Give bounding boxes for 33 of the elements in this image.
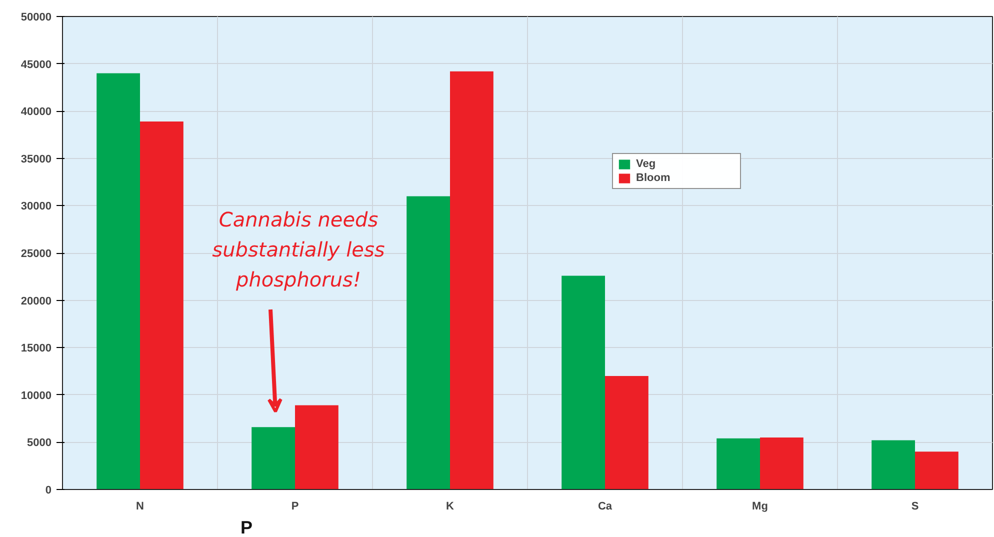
- bar: [450, 71, 494, 490]
- y-tick-label: 50000: [20, 12, 52, 24]
- y-tick-label: 0: [45, 484, 52, 496]
- bar: [915, 452, 958, 490]
- x-tick-label: N: [136, 500, 144, 512]
- bar: [96, 73, 140, 490]
- bar: [562, 276, 605, 490]
- y-tick-label: 40000: [20, 106, 52, 118]
- legend-label: Veg: [636, 158, 657, 170]
- x-tick-label: P: [291, 500, 299, 512]
- y-tick-label: 10000: [20, 390, 52, 402]
- bar: [406, 196, 450, 490]
- y-tick-label: 25000: [20, 248, 52, 260]
- text: P: [240, 518, 253, 537]
- y-tick-label: 15000: [20, 342, 52, 355]
- bar: [760, 437, 804, 490]
- legend-label: Bloom: [636, 172, 672, 184]
- y-tick-label: 30000: [20, 200, 52, 213]
- y-tick-label: 5000: [27, 437, 52, 450]
- bar: [252, 427, 295, 490]
- bar: [140, 122, 184, 490]
- y-tick-label: 45000: [20, 58, 52, 71]
- x-tick-label: Mg: [752, 500, 768, 512]
- x-tick-label: Ca: [598, 500, 613, 512]
- bar: [872, 440, 915, 490]
- y-tick-label: 35000: [20, 153, 52, 166]
- bar: [716, 438, 760, 490]
- x-tick-label: S: [911, 500, 919, 512]
- x-tick-label: K: [446, 500, 454, 512]
- annotation: Cannabis needs substantially less phosphorus!: [212, 208, 385, 292]
- bar: [605, 376, 648, 490]
- bar: [295, 405, 338, 490]
- y-tick-label: 20000: [20, 295, 52, 308]
